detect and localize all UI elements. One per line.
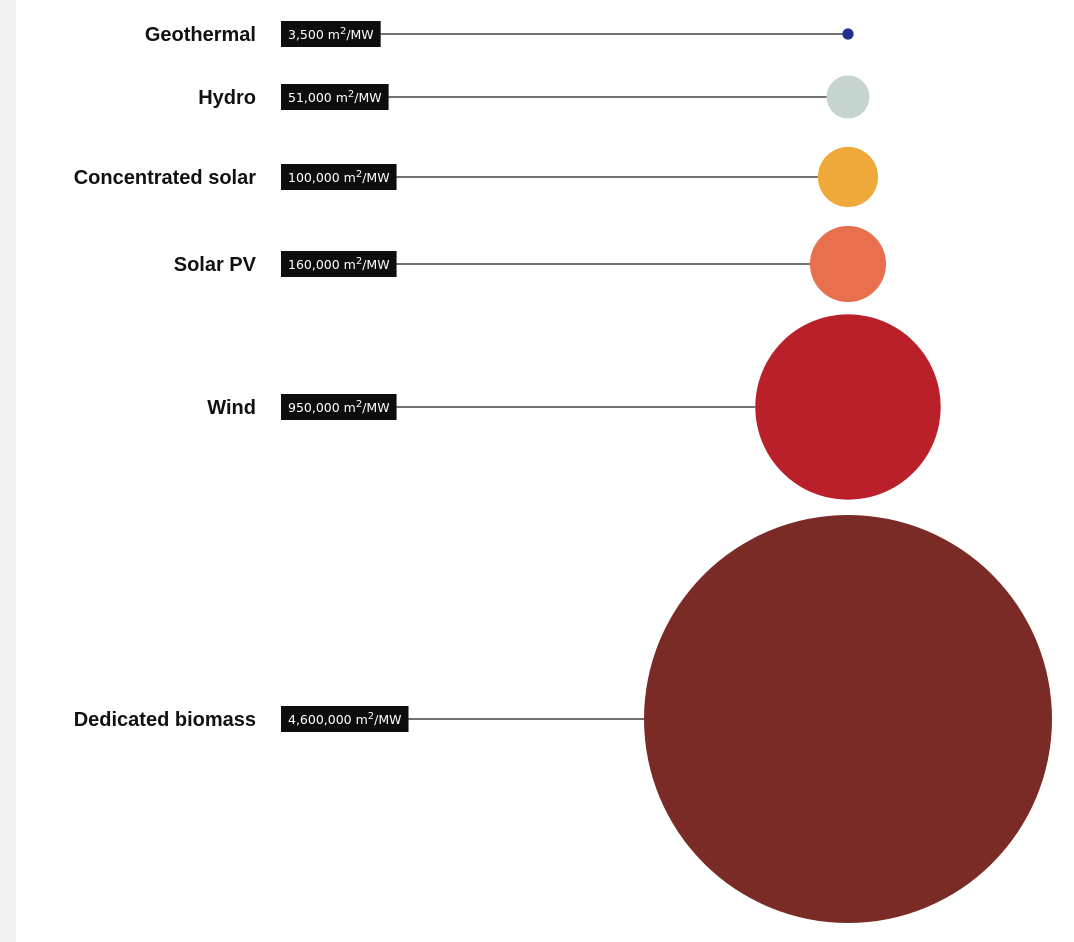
value-box: [281, 164, 397, 190]
bubble: [826, 75, 870, 119]
bubble: [809, 225, 887, 303]
bubble: [817, 146, 879, 208]
value-label: 51,000 m2/MW: [288, 89, 382, 106]
value-box: [281, 251, 397, 277]
value-label: 100,000 m2/MW: [288, 169, 390, 186]
category-label: Concentrated solar: [74, 167, 256, 189]
value-box: [281, 394, 397, 420]
value-label: 4,600,000 m2/MW: [288, 711, 402, 728]
value-label: 3,500 m2/MW: [288, 26, 374, 43]
value-box: [281, 21, 381, 47]
value-box: [281, 84, 389, 110]
bubble: [755, 314, 941, 500]
chart-frame: Geothermal 3,500 m2/MW Hydro 51,000 m2/MW Co…: [16, 0, 1074, 942]
bubble-chart: Geothermal 3,500 m2/MW Hydro 51,000 m2/MW Co…: [74, 21, 1052, 923]
category-label: Wind: [207, 397, 256, 419]
value-box: [281, 706, 409, 732]
bubble: [842, 28, 854, 40]
category-label: Hydro: [198, 87, 256, 109]
value-label: 160,000 m2/MW: [288, 256, 390, 273]
category-label: Geothermal: [145, 24, 256, 46]
category-label: Solar PV: [174, 254, 257, 276]
bubble: [644, 515, 1052, 923]
value-label: 950,000 m2/MW: [288, 399, 390, 416]
category-label: Dedicated biomass: [74, 709, 256, 731]
